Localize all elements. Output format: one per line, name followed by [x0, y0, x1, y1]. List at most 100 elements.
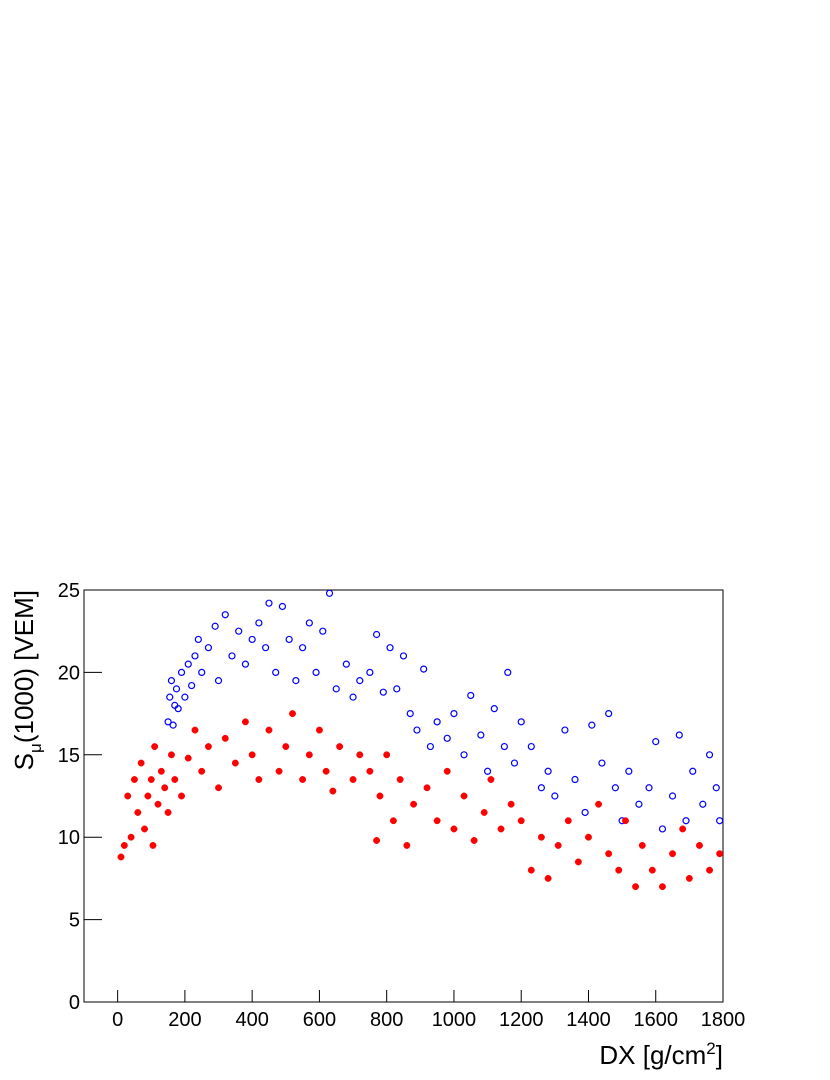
point — [564, 817, 572, 825]
point — [490, 705, 498, 713]
point — [480, 809, 488, 816]
x-tick-label: 0 — [112, 1009, 123, 1031]
point — [443, 767, 451, 775]
point — [172, 685, 181, 693]
point — [554, 841, 562, 849]
point — [460, 792, 468, 800]
point — [315, 726, 323, 734]
point — [319, 627, 327, 635]
point — [255, 619, 263, 627]
point — [716, 817, 724, 825]
point — [561, 726, 569, 734]
point — [544, 767, 552, 775]
point — [174, 705, 182, 713]
point — [191, 726, 199, 734]
point — [366, 767, 374, 775]
point — [265, 726, 273, 734]
point — [705, 751, 714, 759]
point — [289, 710, 296, 718]
point — [305, 751, 313, 759]
point — [356, 677, 364, 685]
point — [285, 635, 293, 644]
point — [141, 825, 148, 833]
point — [366, 668, 374, 677]
point — [275, 767, 283, 775]
point — [527, 866, 535, 874]
point — [221, 611, 229, 619]
point — [151, 743, 159, 751]
point — [658, 825, 667, 833]
point — [349, 776, 357, 783]
point — [204, 743, 212, 751]
point — [184, 660, 192, 668]
point — [426, 742, 435, 751]
point — [537, 784, 545, 792]
point — [322, 767, 330, 775]
point — [265, 599, 273, 607]
point — [615, 866, 623, 874]
point — [423, 784, 431, 792]
point — [379, 688, 387, 696]
point — [169, 721, 177, 729]
point — [652, 738, 660, 746]
point — [166, 693, 174, 701]
point — [248, 635, 256, 644]
y-tick-label: 10 — [58, 827, 80, 849]
point — [127, 833, 135, 841]
point — [669, 850, 677, 858]
x-tick-label: 1000 — [432, 1009, 477, 1031]
point — [177, 668, 186, 677]
point — [696, 841, 703, 849]
point — [325, 589, 334, 597]
point — [450, 825, 458, 833]
point — [622, 817, 629, 825]
x-label-main: DX [g/cm — [599, 1040, 706, 1070]
point — [689, 767, 697, 775]
point — [137, 759, 145, 767]
point — [585, 833, 592, 841]
point — [241, 718, 249, 726]
x-tick-label: 1400 — [566, 1009, 611, 1031]
point — [410, 800, 418, 808]
point — [372, 630, 381, 639]
y-tick-label: 0 — [69, 992, 80, 1014]
x-axis-label: DX [g/cm2] — [599, 1039, 723, 1070]
point — [645, 784, 653, 792]
point — [393, 685, 401, 693]
point — [712, 784, 720, 792]
point — [191, 652, 199, 660]
point — [373, 837, 381, 844]
point — [144, 792, 152, 800]
point — [625, 767, 633, 775]
point — [433, 817, 441, 825]
point — [342, 660, 350, 668]
point — [716, 850, 724, 858]
point — [399, 652, 408, 660]
point — [299, 644, 307, 652]
point — [228, 652, 236, 660]
point — [659, 883, 666, 891]
point — [188, 681, 196, 690]
point — [632, 883, 640, 891]
point — [329, 787, 337, 795]
point — [235, 627, 243, 635]
point — [171, 776, 179, 783]
point — [605, 709, 613, 718]
point — [383, 751, 391, 759]
point — [376, 792, 384, 800]
y-axis-label: Sμ(1000) [VEM] — [9, 590, 45, 770]
point — [706, 866, 713, 874]
point — [527, 742, 535, 751]
point — [443, 734, 451, 742]
point — [181, 693, 189, 701]
y-tick-label: 25 — [58, 580, 80, 602]
point — [638, 841, 646, 849]
point — [130, 776, 138, 783]
point — [648, 866, 656, 874]
point — [255, 776, 263, 783]
point — [305, 619, 313, 627]
point — [470, 837, 478, 844]
y-tick-label: 20 — [58, 662, 80, 684]
point — [467, 691, 475, 700]
point — [336, 743, 344, 751]
